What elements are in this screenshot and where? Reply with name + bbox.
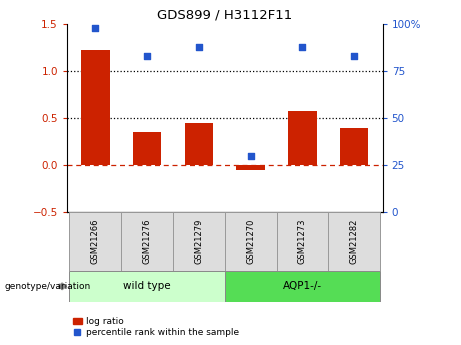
- Legend: log ratio, percentile rank within the sample: log ratio, percentile rank within the sa…: [69, 314, 243, 341]
- Bar: [70, 271, 225, 302]
- Bar: [70, 212, 121, 271]
- FancyArrow shape: [59, 283, 66, 290]
- Point: [143, 53, 151, 59]
- Bar: [236, 165, 265, 170]
- Text: wild type: wild type: [123, 282, 171, 291]
- Bar: [328, 212, 380, 271]
- Bar: [81, 50, 110, 165]
- Text: GSM21266: GSM21266: [91, 219, 100, 264]
- Text: GSM21279: GSM21279: [195, 219, 203, 264]
- Point: [350, 53, 358, 59]
- Bar: [121, 212, 173, 271]
- Text: GSM21270: GSM21270: [246, 219, 255, 264]
- Text: genotype/variation: genotype/variation: [5, 282, 91, 291]
- Text: GSM21282: GSM21282: [349, 219, 359, 264]
- Bar: [288, 111, 317, 165]
- Text: GSM21273: GSM21273: [298, 219, 307, 264]
- Text: AQP1-/-: AQP1-/-: [283, 282, 322, 291]
- Title: GDS899 / H3112F11: GDS899 / H3112F11: [157, 9, 292, 22]
- Point: [195, 44, 202, 49]
- Point: [247, 153, 254, 158]
- Bar: [277, 212, 328, 271]
- Bar: [225, 271, 380, 302]
- Point: [299, 44, 306, 49]
- Bar: [173, 212, 225, 271]
- Bar: [340, 128, 368, 165]
- Text: GSM21276: GSM21276: [142, 219, 152, 264]
- Bar: [133, 132, 161, 165]
- Point: [92, 25, 99, 31]
- Bar: [225, 212, 277, 271]
- Bar: [184, 123, 213, 165]
